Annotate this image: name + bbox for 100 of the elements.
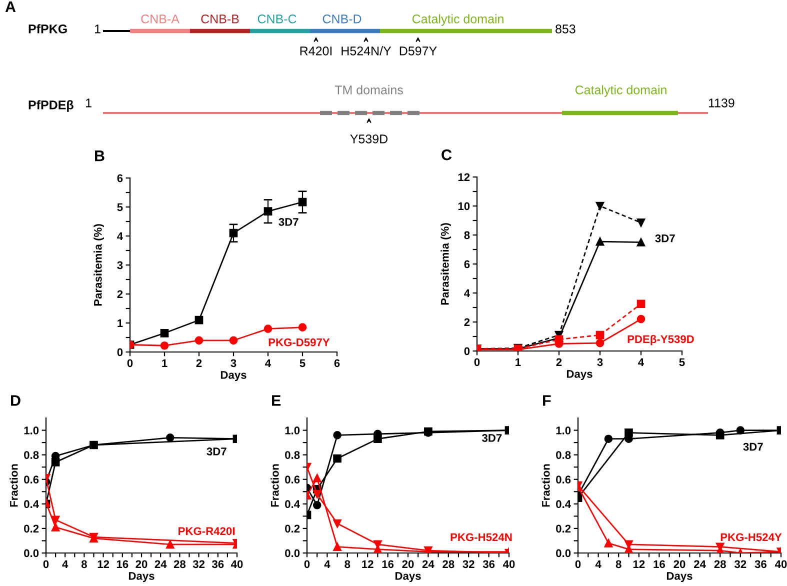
chart-title: E [272,395,281,406]
text: PfPKG [28,24,67,34]
y-tick-label: 1.0 [285,426,300,434]
text: PfPDEβ [28,100,74,112]
annotation: PDEβ-Y539D [628,334,694,346]
x-tick-label: 8 [344,560,350,568]
x-tick-label: 4 [638,358,644,366]
text: H524N/Y [342,46,392,56]
text: 1139 [708,98,734,108]
x-tick-label: 0 [575,560,581,568]
chart-title: B [95,150,104,162]
y-tick-label: 1.0 [24,426,39,434]
x-tick-label: 36 [482,560,495,568]
y-tick-label: 3 [117,261,123,270]
y-tick-label: 1 [118,319,123,328]
x-tick-label: 40 [774,560,787,568]
x-tick-label: 4 [62,560,68,568]
y-tick-label: 0.2 [285,524,300,533]
y-tick-label: 0.6 [285,476,300,484]
x-axis-title: Days [220,371,246,382]
x-tick-label: 36 [212,560,224,568]
annotation: 3D7 [743,442,763,451]
x-tick-label: 32 [734,560,746,568]
annotation: PKG-D597Y [268,338,330,346]
y-tick-label: 0.8 [285,451,300,459]
x-tick-label: 1 [162,359,168,367]
annotation: 3D7 [206,448,226,456]
x-tick-label: 6 [334,359,340,368]
text: D597Y [400,46,437,56]
x-tick-label: 20 [402,560,414,568]
y-tick-label: 0.0 [285,549,300,558]
annotation: 3D7 [655,234,675,242]
y-tick-label: 8 [464,231,470,240]
chart-title: D [11,395,20,406]
y-tick-label: 0.0 [556,549,571,558]
text: CNB-D [322,14,362,24]
y-tick-label: 0.8 [556,451,571,459]
x-tick-label: 0 [127,359,133,368]
y-tick-label: 0.0 [24,549,39,558]
x-tick-label: 8 [616,560,622,568]
y-tick-label: 2 [464,318,470,326]
text: CNB-C [258,14,296,24]
x-tick-label: 32 [462,560,474,568]
x-tick-label: 40 [230,560,243,568]
x-tick-label: 28 [442,560,454,568]
y-tick-label: 0 [117,348,123,356]
x-tick-label: 36 [754,560,766,568]
y-tick-label: 0.8 [24,451,39,459]
x-tick-label: 24 [154,560,167,568]
chart-title: C [442,149,452,160]
x-axis-title: Days [128,572,154,582]
y-axis-title: Fraction [10,464,18,507]
y-axis-title: Parasitemia (%) [94,224,104,306]
x-tick-label: 16 [382,560,394,568]
y-tick-label: 0.4 [556,500,571,508]
text: Catalytic domain [575,85,666,97]
x-tick-label: 16 [654,560,665,568]
x-tick-label: 0 [43,560,49,568]
y-tick-label: 0.2 [24,524,39,533]
y-axis-title: Fraction [270,464,279,507]
x-tick-label: 4 [265,359,272,367]
annotation: PKG-R420I [178,527,234,536]
text: 1 [86,98,92,108]
x-tick-label: 4 [324,560,330,568]
annotation: 3D7 [482,434,502,442]
y-tick-label: 1.0 [556,426,571,434]
text: Y539D [350,134,388,144]
x-tick-label: 8 [81,560,87,568]
y-axis-title: Parasitemia (%) [440,223,451,305]
text: A [5,1,16,12]
text: CNB-B [201,14,239,24]
y-tick-label: 0.4 [285,500,300,508]
x-tick-label: 5 [300,359,306,368]
y-tick-label: 0.6 [24,476,39,484]
x-tick-label: 1 [516,358,521,366]
text: TM domains [334,85,403,94]
x-tick-label: 24 [694,560,706,568]
chart-title: F [543,395,551,406]
x-tick-label: 24 [422,560,434,568]
y-tick-label: 4 [464,289,470,298]
x-tick-label: 28 [174,560,186,568]
x-tick-label: 12 [633,560,645,568]
y-tick-label: 0.2 [556,524,571,533]
y-tick-label: 6 [117,174,123,182]
y-tick-label: 10 [458,202,470,210]
x-tick-label: 20 [674,560,686,568]
y-axis-title: Fraction [542,464,550,507]
text: R420I [300,46,332,56]
text: Catalytic domain [412,14,504,26]
x-tick-label: 12 [362,560,374,568]
y-tick-label: 5 [117,203,123,212]
x-tick-label: 32 [192,560,205,568]
text: 853 [556,24,576,34]
y-tick-label: 0 [464,347,470,356]
annotation: PKG-H524Y [720,533,782,542]
x-tick-label: 5 [679,358,685,366]
x-tick-label: 16 [116,560,128,568]
x-tick-label: 28 [714,560,726,568]
text: CNB-A [141,14,180,24]
x-tick-label: 3 [230,359,236,368]
